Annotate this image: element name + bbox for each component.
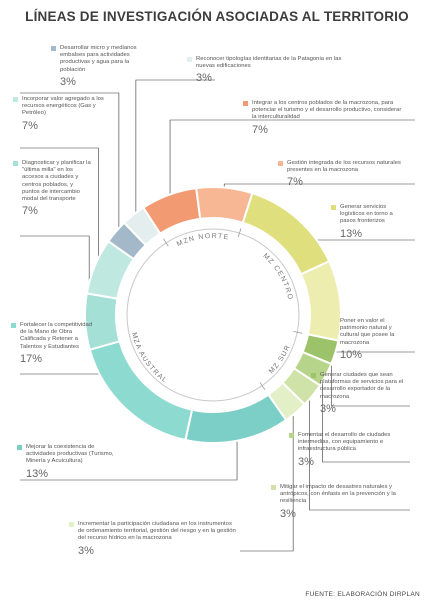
leader-line-11 <box>20 235 90 322</box>
slice-label-7: Mitigar el impacto de desastres naturale… <box>271 484 408 521</box>
slice-label-text: Mitigar el impacto de desastres naturale… <box>280 484 396 505</box>
slice-label-text: Gestión integrada de los recursos natura… <box>287 160 401 174</box>
slice-percent: 7% <box>22 205 38 218</box>
leader-line-7 <box>309 392 410 511</box>
chart-title: LÍNEAS DE INVESTIGACIÓN ASOCIADAS AL TER… <box>25 9 409 24</box>
slice-label-text: Generar servicios logísticos en torno a … <box>340 204 393 225</box>
slice-label-1: Integrar a los centros poblados de la ma… <box>243 100 404 137</box>
slice-label-text: Diagnosticar y planificar la "última mil… <box>22 160 91 203</box>
slice-9 <box>184 393 288 444</box>
legend-swatch <box>331 319 336 324</box>
slice-percent: 3% <box>60 75 76 88</box>
leader-line-6 <box>322 373 410 463</box>
slice-label-text: Incrementar la participación ciudadana e… <box>78 521 236 542</box>
slice-label-13: Desarrollar micro y medianos embalses pa… <box>51 45 150 89</box>
legend-swatch <box>69 522 74 527</box>
legend-swatch <box>13 97 18 102</box>
leader-line-13 <box>20 92 120 235</box>
slice-label-11: Diagnosticar y planificar la "última mil… <box>13 160 92 218</box>
source-note: FUENTE: ELABORACIÓN DIRPLAN <box>305 591 420 598</box>
slice-percent: 3% <box>78 544 94 557</box>
slice-label-text: Generar ciudades que sean plataformas de… <box>320 372 404 400</box>
slice-percent: 10% <box>340 348 363 361</box>
group-divider <box>259 382 266 390</box>
leader-line-1 <box>169 119 415 199</box>
legend-swatch <box>11 323 16 328</box>
slice-3 <box>241 191 331 276</box>
slice-percent: 3% <box>320 402 336 415</box>
slice-percent: 3% <box>196 72 212 85</box>
slice-label-text: Reconocer tipologías identitarias de la … <box>196 56 342 70</box>
slice-label-8: Incrementar la participación ciudadana e… <box>69 521 236 558</box>
slice-percent: 17% <box>20 352 43 365</box>
slice-percent: 13% <box>26 467 49 480</box>
group-label-1: MZN NORTE <box>176 233 230 248</box>
slice-label-9: Mejorar la coexistencia de actividades p… <box>17 444 122 481</box>
slice-percent: 7% <box>287 176 303 189</box>
leader-line-5 <box>331 351 410 407</box>
slice-label-text: Desarrollar micro y medianos embalses pa… <box>60 45 137 73</box>
group-divider <box>293 331 303 334</box>
legend-swatch <box>278 161 283 166</box>
slice-4 <box>299 259 342 342</box>
donut-slices <box>84 186 342 444</box>
legend-swatch <box>271 485 276 490</box>
leader-line-14 <box>135 79 215 218</box>
legend-swatch <box>243 101 248 106</box>
slice-label-3: Generar servicios logísticos en torno a … <box>331 204 410 241</box>
slice-label-text: Fortalecer la competitividad de la Mano … <box>20 322 93 350</box>
slice-label-5: Generar ciudades que sean plataformas de… <box>311 372 408 416</box>
group-label-2: MZ CENTRO <box>261 252 293 301</box>
slice-label-12: Incorporar valor agregado a los recursos… <box>13 96 110 133</box>
inner-ring <box>126 228 303 402</box>
group-label-3: MZ SUR <box>268 344 292 376</box>
slice-label-4: Poner en valor el patrimonio natural y c… <box>331 318 406 362</box>
slice-percent: 13% <box>340 227 363 240</box>
legend-swatch <box>187 57 192 62</box>
legend-swatch <box>331 205 336 210</box>
legend-swatch <box>311 373 316 378</box>
slice-label-14: Reconocer tipologías identitarias de la … <box>187 56 354 85</box>
slice-label-text: Integrar a los centros poblados de la ma… <box>252 100 402 121</box>
slice-label-10: Fortalecer la competitividad de la Mano … <box>11 322 98 366</box>
leader-line-12 <box>20 147 99 268</box>
legend-swatch <box>13 161 18 166</box>
legend-swatch <box>17 445 22 450</box>
slice-label-text: Poner en valor el patrimonio natural y c… <box>340 318 395 346</box>
leader-line-9 <box>20 436 238 481</box>
slice-label-2: Gestión integrada de los recursos natura… <box>278 160 405 189</box>
slice-label-text: Incorporar valor agregado a los recursos… <box>22 96 104 117</box>
group-divider <box>237 228 242 238</box>
leader-line-8 <box>240 409 294 552</box>
slice-label-text: Mejorar la coexistencia de actividades p… <box>26 444 114 465</box>
slice-label-6: Fomentar el desarrollo de ciudades inter… <box>289 432 408 469</box>
group-ring <box>126 228 300 402</box>
legend-swatch <box>51 46 56 51</box>
slice-label-text: Fomentar el desarrollo de ciudades inter… <box>298 432 391 453</box>
slice-percent: 3% <box>280 507 296 520</box>
group-divider <box>163 238 169 247</box>
slice-14 <box>122 206 162 247</box>
slice-percent: 7% <box>252 123 268 136</box>
slice-percent: 3% <box>298 455 314 468</box>
legend-swatch <box>289 433 294 438</box>
slice-percent: 7% <box>22 119 38 132</box>
